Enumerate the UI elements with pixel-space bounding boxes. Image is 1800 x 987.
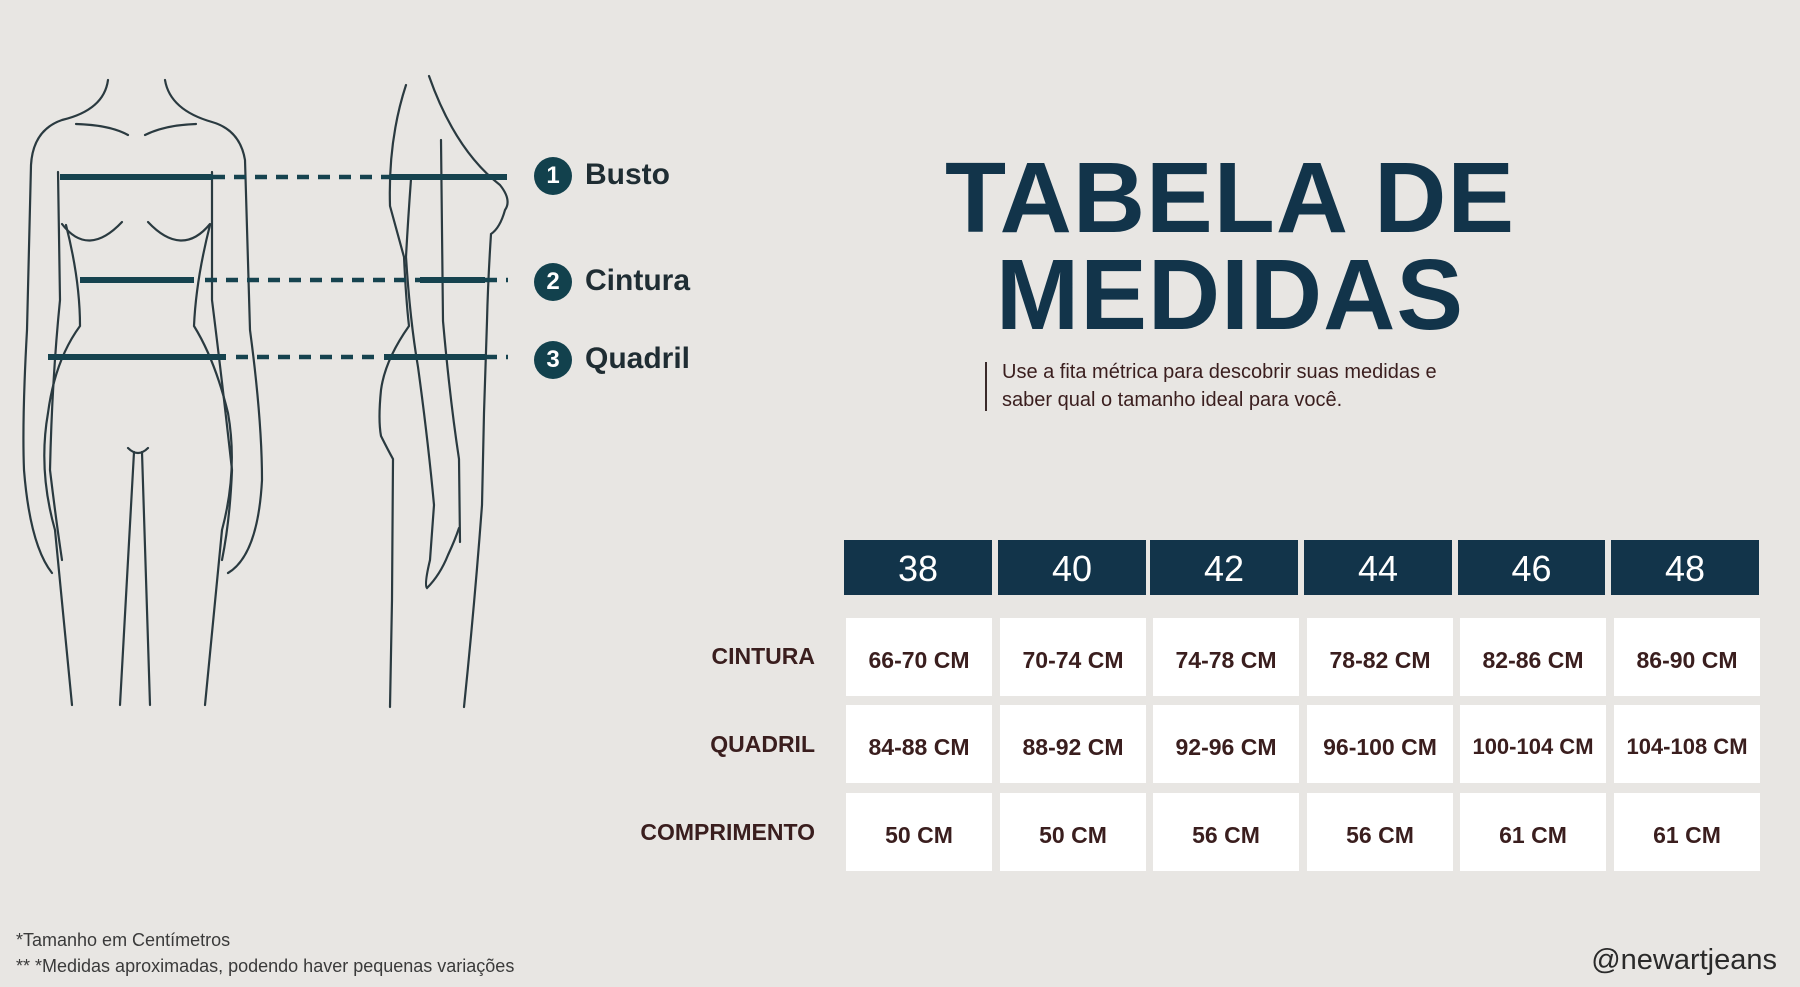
footnote-approximate: ** *Medidas aproximadas, podendo haver p… — [16, 956, 515, 976]
body-measurement-illustration — [22, 74, 509, 709]
subtitle-line1: Use a fita métrica para descobrir suas m… — [1002, 361, 1437, 383]
table-cell: 104-108 CM — [1614, 705, 1760, 783]
size-header-40: 40 — [998, 540, 1146, 595]
size-header-44: 44 — [1304, 540, 1452, 595]
size-header-38: 38 — [844, 540, 992, 595]
busto-number-badge: 1 — [534, 157, 572, 195]
table-cell: 78-82 CM — [1307, 618, 1453, 696]
table-cell: 74-78 CM — [1153, 618, 1299, 696]
social-handle: @newartjeans — [1591, 944, 1777, 976]
table-cell: 70-74 CM — [1000, 618, 1146, 696]
quadril-number-badge: 3 — [534, 341, 572, 379]
subtitle-divider — [985, 362, 987, 411]
table-cell: 50 CM — [846, 793, 992, 871]
size-header-46: 46 — [1458, 540, 1605, 595]
table-cell: 56 CM — [1307, 793, 1453, 871]
size-header-42: 42 — [1150, 540, 1298, 595]
table-cell: 82-86 CM — [1460, 618, 1606, 696]
row-label-quadril: QUADRIL — [710, 731, 815, 757]
size-header-48: 48 — [1611, 540, 1759, 595]
table-cell: 84-88 CM — [846, 705, 992, 783]
table-cell: 66-70 CM — [846, 618, 992, 696]
busto-label: Busto — [585, 158, 670, 191]
table-cell: 88-92 CM — [1000, 705, 1146, 783]
table-cell: 96-100 CM — [1307, 705, 1453, 783]
table-cell: 56 CM — [1153, 793, 1299, 871]
table-cell: 86-90 CM — [1614, 618, 1760, 696]
row-label-comprimento: COMPRIMENTO — [640, 819, 815, 845]
table-cell: 61 CM — [1614, 793, 1760, 871]
quadril-label: Quadril — [585, 342, 691, 375]
table-cell: 92-96 CM — [1153, 705, 1299, 783]
subtitle: Use a fita métrica para descobrir suas m… — [1002, 358, 1437, 414]
row-label-cintura: CINTURA — [711, 643, 816, 669]
cintura-number-badge: 2 — [534, 263, 572, 301]
table-cell: 50 CM — [1000, 793, 1146, 871]
table-cell: 100-104 CM — [1460, 705, 1606, 783]
table-cell: 61 CM — [1460, 793, 1606, 871]
cintura-label: Cintura — [585, 264, 690, 297]
subtitle-line2: saber qual o tamanho ideal para você. — [1002, 389, 1343, 411]
page-title-line1: TABELA DE — [944, 142, 1516, 254]
page-title-line2: MEDIDAS — [995, 239, 1465, 351]
footnote-units: *Tamanho em Centímetros — [16, 930, 231, 950]
